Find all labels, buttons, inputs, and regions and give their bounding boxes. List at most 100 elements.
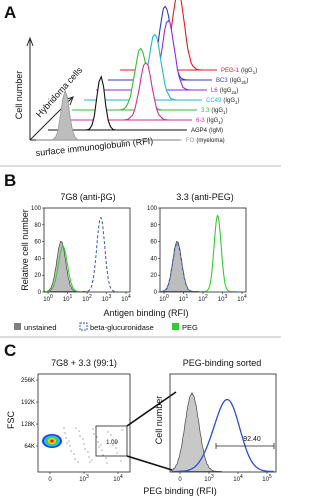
isotype-subscript: 2b [241, 80, 247, 85]
isotype-subscript: 1 [223, 110, 226, 115]
tick-base: 10 [198, 297, 205, 303]
event-dot [112, 444, 114, 446]
tick-label: 100 [159, 294, 169, 303]
plot-title: 3.3 (anti-PEG) [176, 192, 234, 202]
tick-base: 10 [262, 477, 269, 483]
x-axis-label: PEG binding (RFI) [143, 486, 217, 496]
event-dot [83, 443, 85, 445]
plot-frame [37, 373, 131, 473]
isotype-subscript: 1 [235, 100, 238, 105]
clone-name: 3.3 [201, 108, 210, 114]
plot-title: 7G8 (anti-βG) [60, 192, 115, 202]
tick-label: 20 [150, 273, 157, 279]
clone-isotype: (IgM) [209, 128, 223, 134]
tick-label: 256K [21, 378, 35, 384]
clone-isotype: (IgG [207, 118, 219, 124]
event-dot [69, 445, 71, 447]
tick-exponent: 0 [50, 294, 53, 300]
histogram-unstained [160, 240, 200, 292]
event-dot [74, 458, 76, 460]
tick-label: 128K [21, 422, 35, 428]
event-dot [78, 430, 80, 432]
tick-exponent: 4 [128, 294, 131, 300]
clone-name: CC49 [206, 98, 222, 104]
clone-name: 6-3 [196, 118, 205, 124]
plot-frame [169, 373, 277, 473]
histogram-unstained [171, 391, 222, 472]
clone-isotype: (IgG [223, 98, 235, 104]
legend-swatch [79, 322, 88, 331]
isotype-close: ) [226, 108, 228, 114]
tick-base: 10 [102, 297, 109, 303]
event-dot [97, 441, 99, 443]
tick-label: 100 [147, 206, 158, 212]
event-dot [91, 459, 93, 461]
legend-swatch [172, 323, 179, 330]
event-dot [110, 434, 112, 436]
gate-value: 1.09 [106, 440, 118, 446]
tick-base: 10 [233, 477, 240, 483]
event-dot [114, 442, 116, 444]
tick-base: 10 [121, 297, 128, 303]
tick-exponent: 4 [120, 474, 123, 480]
tick-label: 104 [113, 474, 123, 483]
tick-exponent: 3 [108, 294, 111, 300]
event-dot [82, 438, 84, 440]
clone-isotype: (IgG [241, 68, 253, 74]
event-dot [101, 449, 103, 451]
tick-exponent: 3 [224, 294, 227, 300]
isotype-subscript: 1 [218, 120, 221, 125]
clone-name: AGP4 [191, 128, 208, 134]
tick-label: 0 [154, 290, 158, 296]
event-dot [107, 431, 109, 433]
tick-label: 60 [150, 240, 157, 246]
tick-label: 101 [179, 294, 189, 303]
event-dot [116, 452, 118, 454]
isotype-close: ) [246, 78, 248, 84]
clone-label: 6-3 (IgG1) [196, 118, 223, 125]
clone-isotype: (IgG [220, 88, 232, 94]
tick-label: 80 [150, 223, 157, 229]
legend-label: beta-glucuronidase [90, 323, 154, 332]
tick-exponent: 0 [166, 294, 169, 300]
tick-exponent: 4 [244, 294, 247, 300]
zoom-line [126, 391, 177, 427]
event-dot [88, 456, 90, 458]
event-dot [105, 457, 107, 459]
tick-base: 10 [79, 477, 86, 483]
tick-exponent: 1 [69, 294, 72, 300]
tick-exponent: 1 [185, 294, 188, 300]
zoom-line [126, 455, 173, 471]
event-dot [63, 427, 65, 429]
clone-label: AGP4 (IgM) [191, 128, 223, 134]
legend-label: PEG [182, 323, 198, 332]
isotype-close: ) [255, 68, 257, 74]
tick-exponent: 3 [211, 474, 214, 480]
event-dot [79, 435, 81, 437]
x-axis-label: Antigen binding (RFI) [103, 308, 188, 318]
tick-label: 104 [237, 294, 247, 303]
event-dot [111, 439, 113, 441]
event-dot [66, 442, 68, 444]
histogram [60, 61, 192, 121]
tick-exponent: 4 [240, 474, 243, 480]
tick-base: 10 [63, 297, 70, 303]
figure: A Cell number Hybridoma cells surface im… [0, 0, 281, 496]
tick-label: 192K [21, 400, 35, 406]
tick-label: 40 [34, 256, 41, 262]
histogram-bg [82, 217, 118, 292]
clone-isotype: (IgG [211, 108, 223, 114]
isotype-close: ) [238, 98, 240, 104]
event-dot [75, 427, 77, 429]
clone-isotype: (myeloma) [196, 138, 224, 144]
tick-exponent: 2 [89, 294, 92, 300]
tick-label: 102 [82, 294, 92, 303]
tick-label: 103 [218, 294, 228, 303]
event-dot [70, 450, 72, 452]
tick-label: 20 [34, 273, 41, 279]
clone-name: PEG-1 [221, 68, 240, 74]
y-axis-label: Relative cell number [20, 209, 30, 291]
density-contour [50, 439, 54, 443]
gate-value: 92.40 [243, 436, 261, 443]
tick-base: 10 [218, 297, 225, 303]
